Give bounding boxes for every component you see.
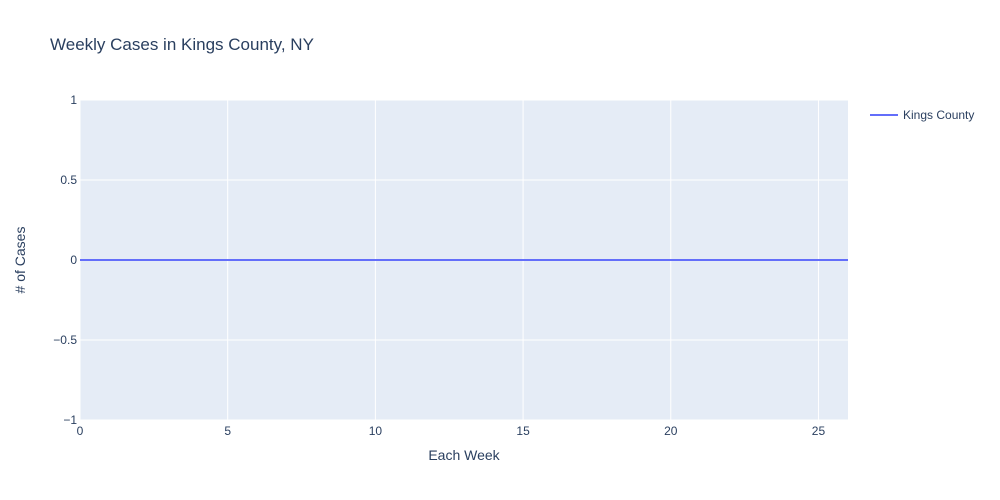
- x-tick-labels: 0 5 10 15 20 25: [77, 424, 826, 438]
- y-tick-label: 0: [70, 253, 77, 267]
- y-tick-label: 0.5: [60, 173, 77, 187]
- y-tick-label: 1: [70, 93, 77, 107]
- x-tick-label: 10: [369, 424, 383, 438]
- x-tick-label: 0: [77, 424, 84, 438]
- x-tick-label: 5: [224, 424, 231, 438]
- y-tick-label: −1: [63, 413, 77, 427]
- legend-label[interactable]: Kings County: [903, 108, 974, 122]
- legend[interactable]: Kings County: [870, 108, 974, 122]
- x-tick-label: 15: [516, 424, 530, 438]
- y-tick-labels: −1 −0.5 0 0.5 1: [53, 93, 77, 427]
- x-tick-label: 25: [812, 424, 826, 438]
- x-tick-label: 20: [664, 424, 678, 438]
- y-axis-title: # of Cases: [12, 227, 28, 294]
- chart-title: Weekly Cases in Kings County, NY: [50, 35, 314, 54]
- x-axis-title: Each Week: [428, 447, 500, 463]
- y-tick-label: −0.5: [53, 333, 77, 347]
